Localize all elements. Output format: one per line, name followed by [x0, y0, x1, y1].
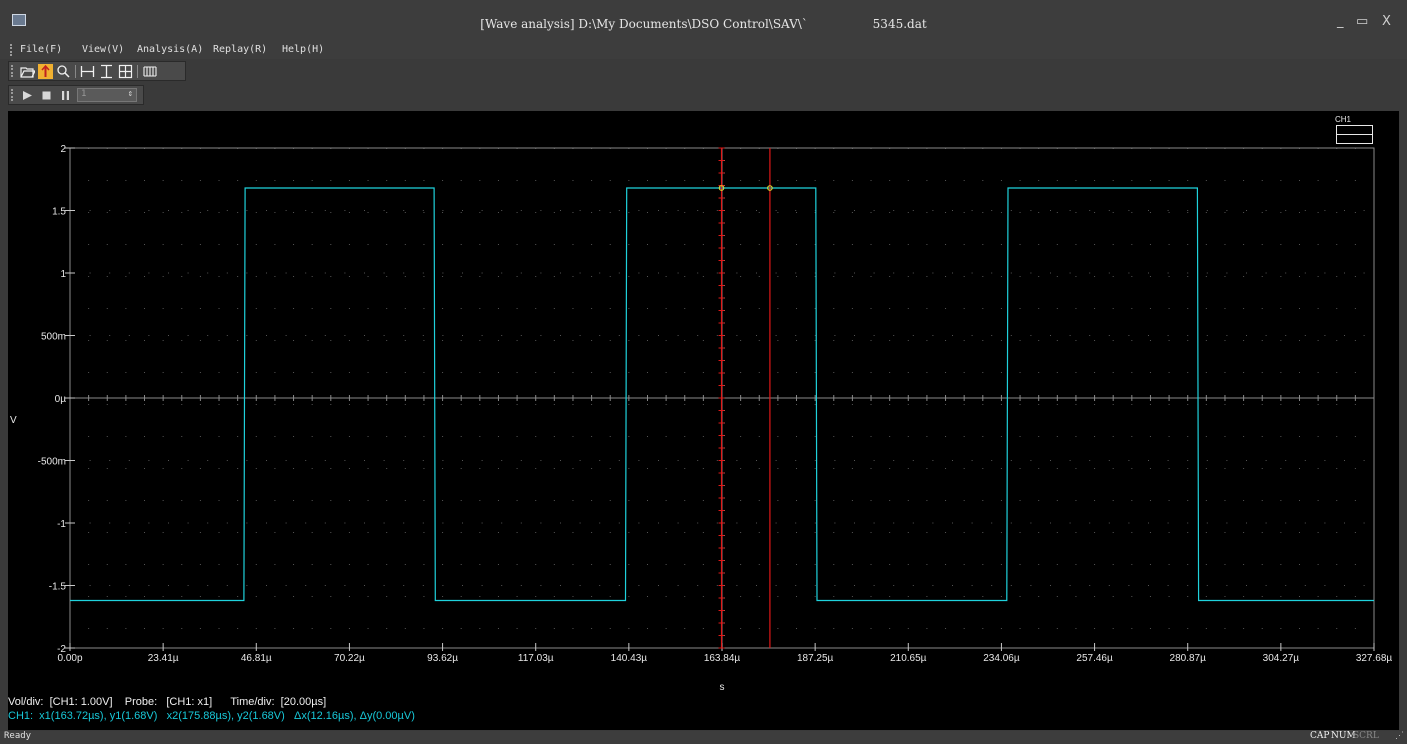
y-axis-label: V	[10, 415, 17, 426]
x-tick-label: 210.65µ	[890, 653, 927, 664]
y-tick-label: -1	[57, 519, 66, 530]
replay-frame-spinner[interactable]: 1 ⇕	[77, 88, 137, 102]
horizontal-cursor-icon[interactable]	[80, 64, 95, 79]
x-tick-label: 280.87µ	[1170, 653, 1207, 664]
menu-analysis[interactable]: Analysis(A)	[137, 44, 204, 55]
y-tick-label: 2	[60, 144, 66, 155]
toolbar-separator	[137, 65, 138, 78]
x-tick-label: 46.81µ	[241, 653, 272, 664]
open-folder-icon[interactable]	[20, 64, 35, 79]
x-tick-label: 23.41µ	[148, 653, 179, 664]
toolbar-separator	[75, 65, 76, 78]
x-tick-label: 304.27µ	[1263, 653, 1300, 664]
menu-replay[interactable]: Replay(R)	[213, 44, 268, 55]
x-tick-label: 117.03µ	[518, 653, 554, 664]
y-tick-label: -500m	[38, 457, 66, 468]
y-tick-label: 1	[60, 269, 66, 280]
legend-ch1-label: CH1	[1335, 115, 1352, 124]
menu-bar	[0, 40, 1407, 59]
title-bar: [Wave analysis] D:\My Documents\DSO Cont…	[0, 0, 1407, 40]
replay-toolbar: 1 ⇕	[8, 85, 144, 105]
x-tick-label: 234.06µ	[983, 653, 1020, 664]
status-bar: Ready CAP NUM SCRL ⋰	[0, 731, 1407, 744]
y-tick-label: -1.5	[49, 582, 67, 593]
bars-icon[interactable]	[142, 64, 157, 79]
cursor-marker-x1	[718, 185, 725, 191]
stop-icon[interactable]	[39, 88, 54, 103]
x-tick-label: 140.43µ	[611, 653, 648, 664]
waveform-plot[interactable]: 2 1.5 1 500m 0µ -500m -1 -1.5 -20.00p 23.41µ 46.81…	[8, 111, 1399, 730]
maximize-button[interactable]: ▭	[1356, 14, 1369, 29]
x-tick-label: 70.22µ	[334, 653, 365, 664]
cap-indicator: CAP	[1310, 731, 1330, 741]
y-tick-label: -2	[57, 644, 66, 655]
toolbar-grip[interactable]	[11, 65, 16, 77]
toolbar-grip[interactable]	[11, 89, 16, 101]
menu-file[interactable]: File(F)	[20, 44, 63, 55]
y-tick-label: 0µ	[55, 394, 67, 405]
x-tick-label: 187.25µ	[797, 653, 834, 664]
pause-icon[interactable]	[58, 88, 73, 103]
close-button[interactable]: X	[1382, 14, 1391, 29]
spinner-value: 1	[81, 89, 87, 99]
menu-help[interactable]: Help(H)	[282, 44, 325, 55]
spinner-arrows-icon[interactable]: ⇕	[127, 89, 133, 99]
num-indicator: NUM	[1331, 731, 1356, 741]
window-title: [Wave analysis] D:\My Documents\DSO Cont…	[480, 17, 927, 31]
y-tick-label: 500m	[41, 332, 66, 343]
x-tick-label: 163.84µ	[704, 653, 741, 664]
play-icon[interactable]	[20, 88, 35, 103]
x-tick-label: 0.00p	[57, 653, 82, 664]
menu-grip[interactable]	[10, 44, 15, 56]
x-tick-label: 257.46µ	[1076, 653, 1113, 664]
y-tick-label: 1.5	[52, 207, 66, 218]
cursor-marker-x2	[767, 185, 773, 191]
tools-toolbar	[8, 61, 186, 81]
status-text: Ready	[4, 731, 32, 741]
app-icon	[12, 14, 26, 26]
waveform-display[interactable]: 2 1.5 1 500m 0µ -500m -1 -1.5 -2 0.00p 23.41µ 46.81…	[8, 111, 1399, 730]
cursor-measurement-info: CH1: x1(163.72µs), y1(1.68V) x2(175.88µs…	[8, 710, 415, 722]
legend-ch1-box[interactable]	[1336, 125, 1373, 144]
scale-info: Vol/div: [CH1: 1.00V] Probe: [CH1: x1] T…	[8, 696, 327, 708]
cursor-pointer-icon[interactable]	[38, 64, 53, 79]
vertical-cursor-icon[interactable]	[99, 64, 114, 79]
zoom-icon[interactable]	[56, 64, 71, 79]
x-tick-label: 327.68µ	[1356, 653, 1393, 664]
legend-ch1-swatch	[1337, 134, 1372, 135]
minimize-button[interactable]: _	[1337, 14, 1344, 29]
scrl-indicator: SCRL	[1353, 731, 1379, 741]
resize-grip-icon[interactable]: ⋰	[1395, 731, 1404, 741]
x-tick-label: 93.62µ	[427, 653, 458, 664]
x-axis-label: s	[720, 682, 725, 693]
cross-cursor-icon[interactable]	[118, 64, 133, 79]
menu-view[interactable]: View(V)	[82, 44, 125, 55]
